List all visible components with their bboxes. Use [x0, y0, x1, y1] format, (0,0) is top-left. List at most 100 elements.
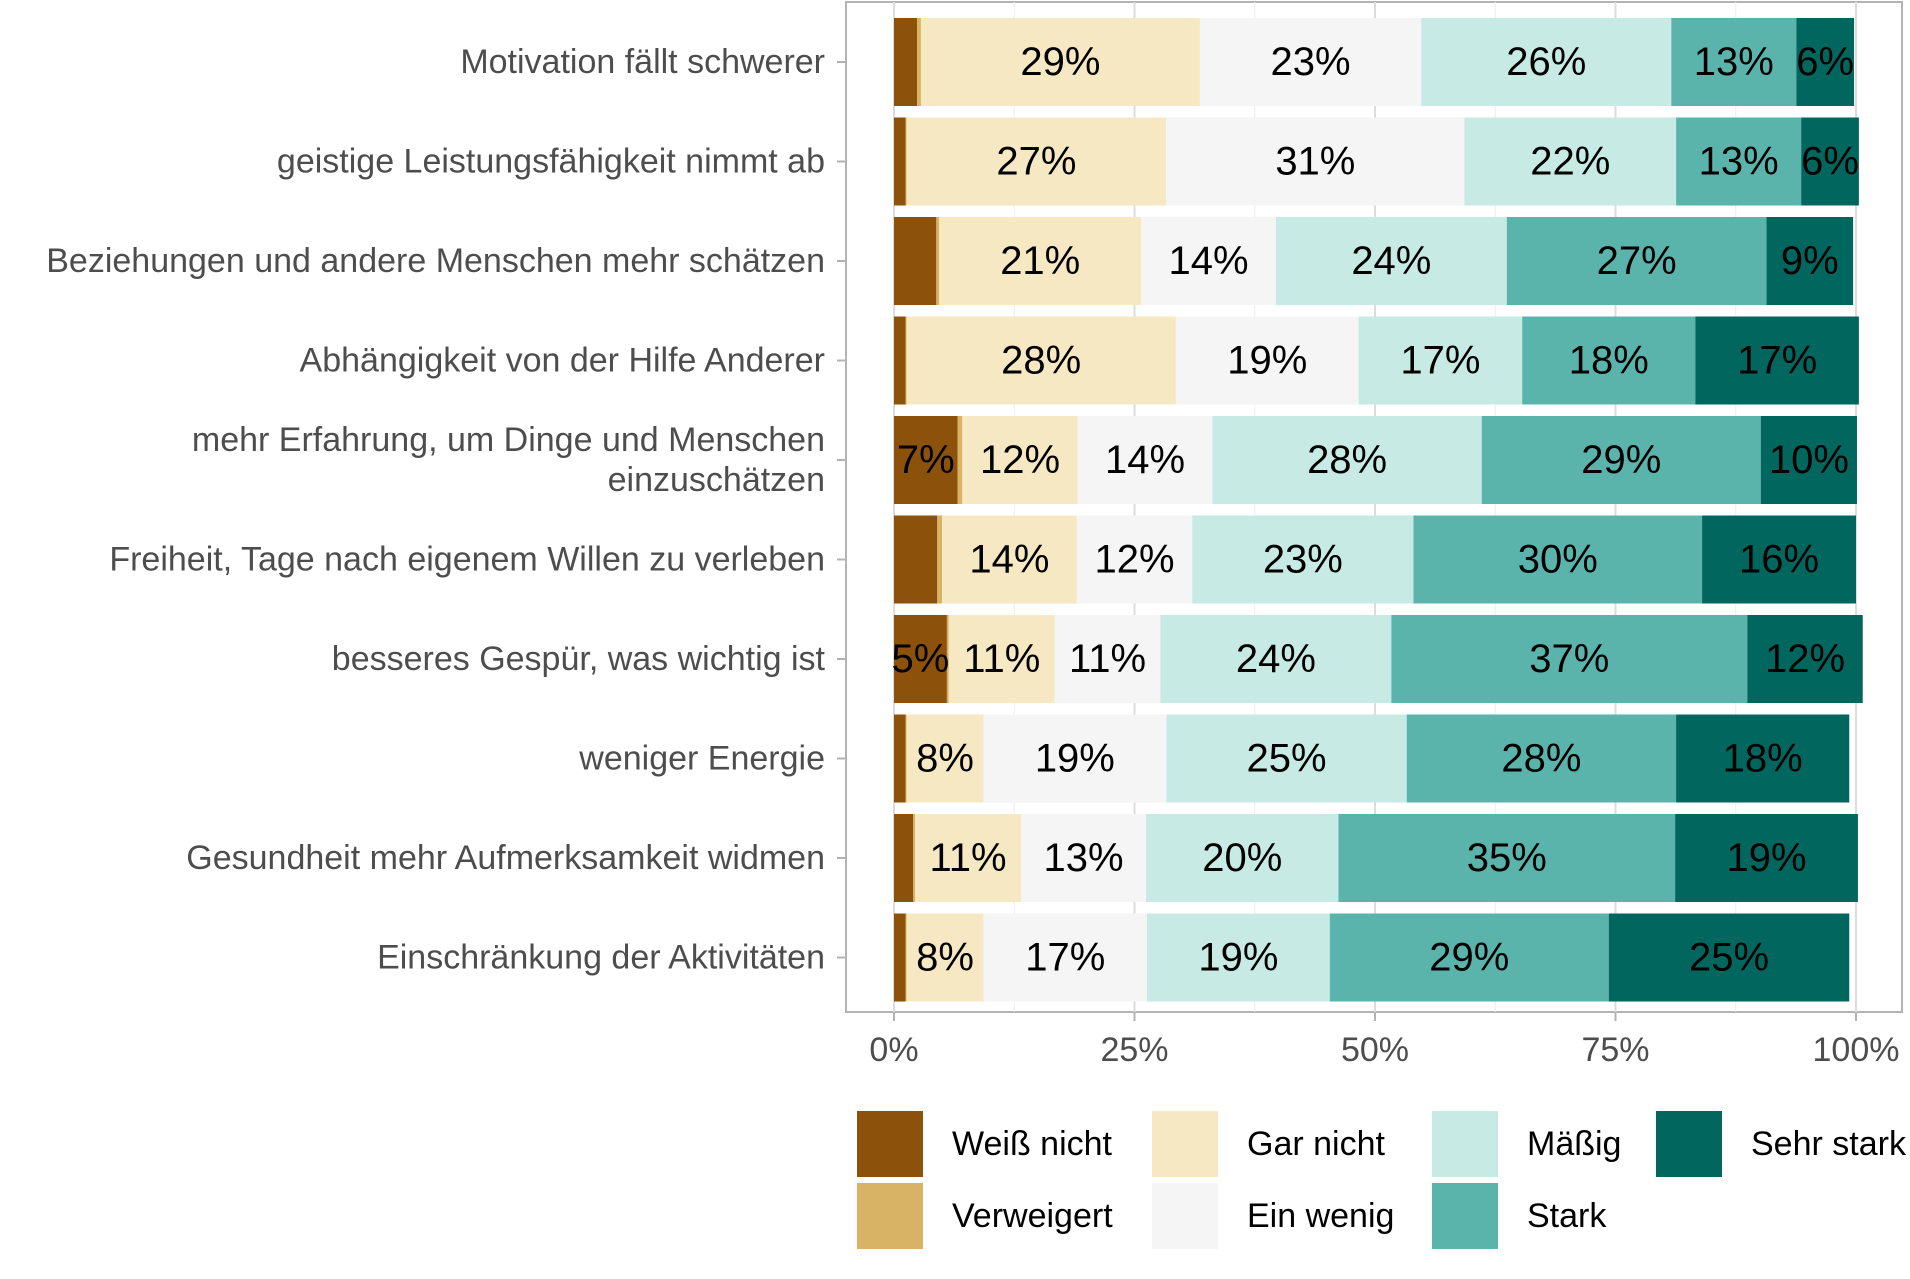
bar-segment: [937, 515, 943, 604]
segment-label: 27%: [996, 140, 1076, 184]
legend-label: Weiß nicht: [952, 1125, 1113, 1163]
bar-segment: [1796, 18, 1855, 106]
legend-label: Mäßig: [1527, 1125, 1621, 1163]
segment-label: 20%: [1202, 836, 1282, 880]
bar-segment: [1676, 714, 1850, 803]
bar-segment: [1141, 217, 1276, 305]
category-label: Einschränkung der Aktivitäten: [377, 939, 825, 977]
bar-segment: [920, 18, 1200, 106]
segment-label: 8%: [916, 737, 974, 781]
bar-segment: [894, 18, 918, 106]
legend: Weiß nicht Verweigert Gar nicht Ein wenig Mä…: [857, 1111, 1907, 1249]
category-label: Abhängigkeit von der Hilfe Anderer: [300, 342, 825, 380]
bar-segment: [894, 515, 938, 604]
bar-segment: [1166, 117, 1465, 206]
segment-label: 25%: [1246, 737, 1326, 781]
x-tick-label: 75%: [1581, 1031, 1649, 1069]
segment-label: 27%: [1597, 239, 1677, 283]
bar-segment: [894, 117, 906, 206]
segment-label: 23%: [1271, 40, 1351, 84]
legend-label: Verweigert: [952, 1197, 1113, 1235]
bar-segment: [1695, 316, 1859, 405]
segment-label: 11%: [930, 836, 1007, 880]
segment-labels: 29% 23% 26% 13% 6% 27% 31% 22% 13% 6% 21% 14% 24% 27%…: [892, 40, 1859, 980]
segment-label: 19%: [1035, 737, 1115, 781]
bar-segment: [894, 316, 906, 405]
bar-segment: [1801, 117, 1859, 206]
bar-segment: [1077, 416, 1213, 504]
segment-label: 11%: [963, 637, 1040, 681]
segment-label: 13%: [1694, 40, 1774, 84]
bar-segment: [962, 416, 1078, 504]
bar-segment: [1413, 515, 1703, 604]
bar-segment: [948, 615, 1055, 703]
bar-segment: [1406, 714, 1677, 803]
segment-label: 35%: [1467, 836, 1547, 880]
bar-segment: [1421, 18, 1672, 106]
bar-segment: [946, 615, 949, 703]
segment-label: 28%: [1001, 339, 1081, 383]
bar-segment: [913, 814, 916, 902]
y-axis-labels: Motivation fällt schwerer geistige Leistu…: [46, 43, 846, 977]
segment-label: 23%: [1263, 538, 1343, 582]
bar-segment: [1147, 913, 1330, 1002]
category-label: Gesundheit mehr Aufmerksamkeit widmen: [186, 839, 825, 877]
x-tick-label: 100%: [1813, 1031, 1900, 1069]
bar-segment: [906, 714, 984, 803]
category-label: geistige Leistungsfähigkeit nimmt ab: [277, 143, 825, 181]
segment-label: 25%: [1689, 936, 1769, 980]
legend-label: Gar nicht: [1247, 1125, 1385, 1163]
legend-key: [1152, 1183, 1218, 1249]
segment-label: 12%: [1765, 637, 1845, 681]
x-tick-label: 25%: [1100, 1031, 1168, 1069]
bar-segment: [1199, 18, 1422, 106]
segment-label: 21%: [1000, 239, 1080, 283]
bar-segment: [1766, 217, 1854, 305]
legend-key: [1656, 1111, 1722, 1177]
segment-label: 19%: [1198, 936, 1278, 980]
legend-key: [1432, 1111, 1498, 1177]
bar-segment: [1481, 416, 1761, 504]
bar-segment: [1020, 814, 1147, 902]
segment-label: 12%: [980, 438, 1060, 482]
bar-segment: [1192, 515, 1414, 604]
segment-label: 13%: [1043, 836, 1123, 880]
bar-segment: [894, 416, 958, 504]
segment-label: 24%: [1236, 637, 1316, 681]
bar-segment: [905, 117, 907, 206]
category-label: Motivation fällt schwerer: [460, 43, 825, 81]
category-label: besseres Gespür, was wichtig ist: [332, 640, 826, 678]
legend-label: Sehr stark: [1751, 1125, 1907, 1163]
segment-label: 14%: [1169, 239, 1249, 283]
legend-label: Stark: [1527, 1197, 1607, 1235]
bar-segment: [1076, 515, 1193, 604]
segment-label: 22%: [1530, 140, 1610, 184]
bar-segment: [905, 913, 907, 1002]
segment-label: 29%: [1020, 40, 1100, 84]
category-label: weniger Energie: [578, 740, 825, 778]
bar-segment: [1175, 316, 1359, 405]
bar-segment: [1358, 316, 1523, 405]
segment-label: 5%: [892, 637, 950, 681]
bar-segment: [915, 814, 1021, 902]
x-axis-ticks: 0% 25% 50% 75% 100%: [869, 1012, 1899, 1069]
segment-label: 26%: [1506, 40, 1586, 84]
segment-label: 19%: [1227, 339, 1307, 383]
segment-label: 9%: [1781, 239, 1839, 283]
bar-segment: [917, 18, 921, 106]
bar-segment: [1275, 217, 1507, 305]
segment-label: 17%: [1737, 339, 1817, 383]
bar-segment: [1676, 117, 1802, 206]
segment-label: 8%: [916, 936, 974, 980]
bar-segment: [894, 913, 906, 1002]
x-tick-label: 0%: [869, 1031, 918, 1069]
bar-segment: [894, 615, 947, 703]
segment-label: 10%: [1769, 438, 1849, 482]
segment-label: 24%: [1351, 239, 1431, 283]
segment-label: 18%: [1569, 339, 1649, 383]
segment-label: 16%: [1739, 538, 1819, 582]
bar-segment: [894, 814, 914, 902]
bar-segment: [1391, 615, 1748, 703]
bar-segment: [1747, 615, 1863, 703]
